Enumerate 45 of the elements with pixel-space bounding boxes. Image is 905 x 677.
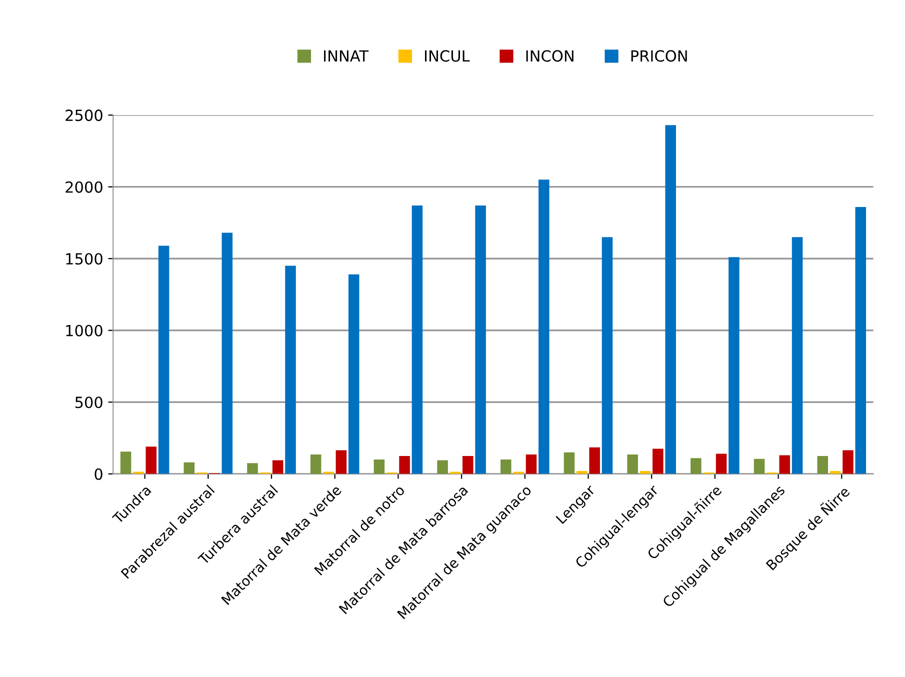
bar [538, 180, 550, 474]
bar [728, 257, 740, 474]
bar [475, 206, 486, 474]
bar [120, 452, 132, 474]
y-tick-label: 2500 [66, 110, 102, 122]
bar [412, 206, 423, 474]
y-tick-label: 1000 [66, 324, 102, 336]
bar [754, 458, 765, 474]
bar [146, 446, 157, 474]
bar [855, 206, 866, 474]
bar [779, 455, 790, 474]
legend-label: PRICON [631, 50, 687, 62]
bar [589, 447, 600, 474]
y-tick-label: 1500 [66, 253, 102, 265]
bar [374, 460, 385, 474]
bar [627, 454, 638, 474]
bar [462, 456, 474, 474]
bar [310, 454, 322, 474]
bar [602, 237, 613, 474]
y-tick-label: 0 [94, 468, 102, 480]
bar [399, 456, 410, 474]
bar [817, 456, 828, 474]
bar [792, 237, 803, 474]
legend-label: INNAT [324, 50, 369, 62]
legend-label: INCUL [425, 50, 470, 62]
bar [842, 450, 854, 474]
bar [158, 246, 170, 474]
bar [564, 452, 575, 474]
bar [222, 232, 233, 474]
bar [336, 450, 347, 474]
bar [526, 454, 537, 474]
bar [348, 274, 360, 474]
bar [665, 125, 676, 474]
bar [247, 463, 258, 474]
legend-label: INCON [526, 50, 574, 62]
bar [184, 462, 195, 474]
bar [285, 266, 296, 474]
bar [652, 448, 664, 474]
y-tick-label: 2000 [66, 181, 102, 193]
bar [437, 460, 448, 474]
bar [500, 460, 512, 474]
bar [690, 458, 702, 474]
bar [716, 454, 727, 474]
y-tick-label: 500 [75, 396, 102, 408]
bar [272, 460, 284, 474]
